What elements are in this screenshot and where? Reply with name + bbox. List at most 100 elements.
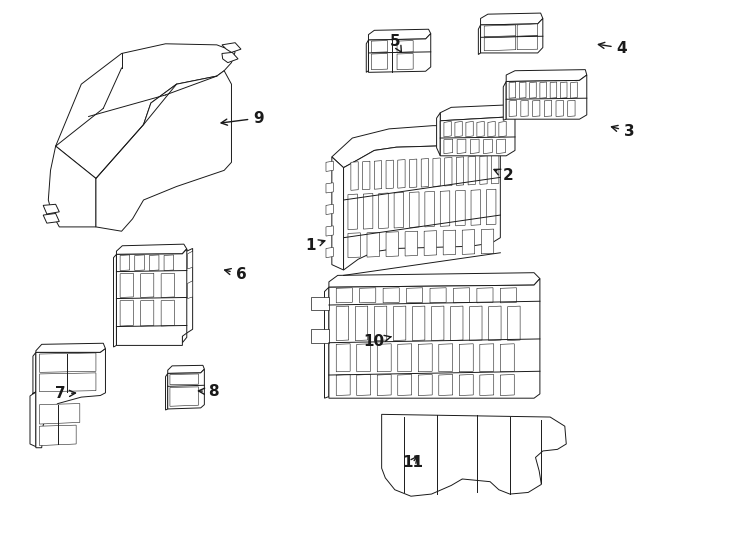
Polygon shape [324,287,329,398]
Polygon shape [357,375,371,395]
Polygon shape [410,192,419,227]
Polygon shape [30,353,36,447]
Polygon shape [497,139,506,154]
Polygon shape [383,288,399,303]
Polygon shape [43,204,59,214]
Polygon shape [326,161,333,171]
Polygon shape [368,33,431,72]
Polygon shape [117,249,186,346]
Polygon shape [367,232,379,257]
Polygon shape [540,82,547,98]
Polygon shape [440,105,515,121]
Polygon shape [379,193,388,228]
Polygon shape [521,100,528,117]
Polygon shape [182,248,192,343]
Polygon shape [377,375,391,395]
Polygon shape [482,229,494,254]
Polygon shape [479,25,481,55]
Polygon shape [570,82,577,98]
Polygon shape [348,233,360,258]
Polygon shape [405,231,418,256]
Polygon shape [397,40,413,52]
Polygon shape [360,288,376,303]
Polygon shape [43,213,59,223]
Polygon shape [487,189,496,225]
Polygon shape [344,137,501,270]
Polygon shape [382,414,566,496]
Polygon shape [386,160,393,188]
Polygon shape [170,374,198,384]
Polygon shape [444,139,453,154]
Polygon shape [456,190,465,226]
Polygon shape [501,288,517,303]
Polygon shape [394,192,404,228]
Polygon shape [484,37,516,51]
Polygon shape [477,288,493,303]
Polygon shape [114,254,117,347]
Polygon shape [508,306,520,341]
Polygon shape [168,369,204,409]
Polygon shape [517,24,538,36]
Polygon shape [530,82,537,98]
Polygon shape [439,344,453,372]
Polygon shape [120,273,134,298]
Polygon shape [410,159,417,187]
Polygon shape [545,100,552,117]
Polygon shape [187,281,192,299]
Polygon shape [484,25,516,37]
Polygon shape [336,375,350,395]
Text: 3: 3 [611,124,635,139]
Text: 4: 4 [598,40,628,56]
Polygon shape [445,158,452,186]
Polygon shape [386,232,399,256]
Polygon shape [517,36,538,50]
Polygon shape [556,100,563,117]
Polygon shape [471,190,481,225]
Polygon shape [40,353,96,373]
Polygon shape [533,100,540,117]
Polygon shape [336,288,352,303]
Polygon shape [326,183,333,193]
Polygon shape [117,244,186,254]
Polygon shape [462,230,475,254]
Circle shape [389,467,401,475]
Polygon shape [336,344,350,372]
Polygon shape [501,375,515,395]
Polygon shape [141,273,154,298]
Polygon shape [480,156,487,184]
Polygon shape [326,247,333,258]
Polygon shape [357,344,371,372]
Polygon shape [398,375,412,395]
Polygon shape [492,156,499,184]
Text: 1: 1 [305,238,325,253]
Polygon shape [506,75,586,119]
Polygon shape [457,157,464,185]
Polygon shape [363,193,373,229]
Polygon shape [120,255,130,271]
Polygon shape [470,139,479,154]
Polygon shape [166,374,168,410]
Polygon shape [377,344,391,372]
Text: 9: 9 [221,111,264,126]
Polygon shape [407,288,423,303]
Polygon shape [332,126,501,167]
Polygon shape [398,344,412,372]
Polygon shape [481,18,543,53]
Polygon shape [433,158,440,186]
Polygon shape [141,300,154,326]
Polygon shape [310,329,329,343]
Polygon shape [96,71,231,231]
Polygon shape [310,297,329,310]
Polygon shape [455,122,462,137]
Polygon shape [501,344,515,372]
Polygon shape [457,139,466,154]
Polygon shape [477,122,484,137]
Polygon shape [187,251,192,269]
Polygon shape [326,226,333,236]
Polygon shape [332,157,344,270]
Polygon shape [351,162,358,190]
Polygon shape [421,159,429,187]
Polygon shape [444,122,451,137]
Polygon shape [481,13,543,25]
Polygon shape [468,157,476,185]
